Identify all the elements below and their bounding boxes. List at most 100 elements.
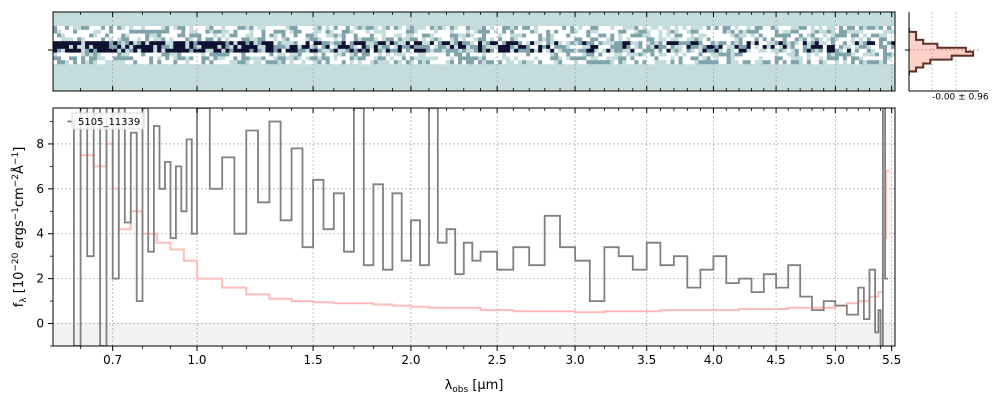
spectrum-2d-pixel [550,56,555,61]
spectrum-2d-pixel [313,60,319,65]
spectrum-2d-pixel [273,56,278,61]
spectrum-2d-pixel [798,33,804,38]
spectrum-2d-pixel [325,52,331,57]
spectrum-2d-pixel [590,56,595,61]
spectrum-2d-pixel [101,33,106,38]
spectrum-2d-pixel [774,29,780,34]
histogram-bar [909,39,924,44]
spectrum-2d-pixel [654,56,659,61]
spectrum-2d-pixel [65,60,70,65]
spectrum-2d-pixel [277,52,282,57]
spectrum-2d-pixel [654,48,659,53]
spectrum-2d-pixel [125,37,130,42]
spectrum-2d-pixel [754,52,760,57]
spectrum-2d-pixel [522,56,527,61]
spectrum-2d-pixel [425,60,431,65]
spectrum-2d-pixel [229,60,234,65]
spectrum-2d-pixel [325,45,331,49]
spectrum-2d-pixel [285,33,291,38]
spectrum-2d-pixel [401,26,407,30]
spectrum-2d-pixel [690,41,695,46]
spectrum-2d-pixel [810,45,816,49]
spectrum-2d-pixel [466,52,471,57]
spectrum-2d-pixel [229,56,234,61]
spectrum-2d-pixel [590,60,595,65]
spectrum-2d-pixel [169,33,174,38]
spectrum-2d-pixel [614,33,619,38]
spectrum-2d-pixel [638,48,643,53]
spectrum-2d-pixel [449,29,455,34]
spectrum-2d-pixel [445,52,451,57]
spectrum-2d-pixel [369,45,375,49]
y-tick-label: 2 [36,272,44,286]
spectrum-2d-pixel [389,37,395,42]
spectrum-2d-pixel [810,60,816,65]
spectrum-2d-pixel [586,41,591,46]
spectrum-2d-pixel [181,52,186,57]
spectrum-2d-pixel [730,29,736,34]
spectrum-2d-pixel [249,48,254,53]
spectrum-2d-pixel [253,33,258,38]
spectrum-2d-pixel [217,37,222,42]
spectrum-2d-pixel [193,48,198,53]
spectrum-2d-pixel [185,45,190,49]
spectrum-2d-pixel [441,37,447,42]
spectrum-2d-pixel [522,29,527,34]
spectrum-2d-pixel [401,52,407,57]
spectrum-2d-pixel [606,29,611,34]
spectrum-2d-pixel [141,60,146,65]
spectrum-2d-pixel [702,26,707,30]
spectrum-2d-pixel [381,48,387,53]
spectrum-2d-pixel [626,41,631,46]
spectrum-2d-pixel [369,52,375,57]
spectrum-2d-pixel [858,60,864,65]
spectrum-2d-pixel [321,37,327,42]
spectrum-2d-pixel [850,52,856,57]
spectrum-2d-pixel [129,29,134,34]
spectrum-2d-pixel [85,52,90,57]
spectrum-2d-pixel [393,45,399,49]
spectrum-2d-pixel [385,29,391,34]
spectrum-2d-pixel [289,45,295,49]
spectrum-2d-pixel [193,45,198,49]
spectrum-2d-pixel [458,29,463,34]
spectrum-2d-pixel [634,37,639,42]
spectrum-2d-pixel [802,60,808,65]
spectrum-2d-pixel [89,41,94,46]
spectrum-2d-pixel [409,56,415,61]
spectrum-2d-pixel [445,60,451,65]
spectrum-2d-pixel [578,52,583,57]
spectrum-2d-pixel [429,48,435,53]
spectrum-2d-pixel [389,45,395,49]
spectrum-2d-pixel [674,56,679,61]
spectrum-2d-pixel [782,33,788,38]
spectrum-2d-pixel [526,37,531,42]
spectrum-2d-pixel [746,45,752,49]
spectrum-2d-pixel [550,60,555,65]
spectrum-2d-pixel [470,29,475,34]
spectrum-2d-pixel [237,56,242,61]
y-tick-label: 8 [36,137,44,151]
spectrum-2d-pixel [510,52,515,57]
spectrum-2d-pixel [522,26,527,30]
spectrum-2d-pixel [562,29,567,34]
spectrum-2d-pixel [85,41,90,46]
spectrum-2d-pixel [814,26,820,30]
spectrum-2d-pixel [638,45,643,49]
spectrum-2d-pixel [345,45,351,49]
spectrum-2d-pixel [185,26,190,30]
spectrum-2d-pixel [429,56,435,61]
spectrum-2d-pixel [506,26,511,30]
spectrum-2d-pixel [421,60,427,65]
spectrum-2d-pixel [790,37,796,42]
spectrum-2d-pixel [870,29,876,34]
spectrum-2d-pixel [129,41,134,46]
spectrum-2d-pixel [205,29,210,34]
spectrum-2d-pixel [510,56,515,61]
spectrum-2d-pixel [377,60,383,65]
spectrum-2d-pixel [891,26,895,30]
spectrum-2d-pixel [441,29,447,34]
spectrum-2d-pixel [766,37,772,42]
spectrum-2d-pixel [201,29,206,34]
spectrum-2d-pixel [317,52,323,57]
